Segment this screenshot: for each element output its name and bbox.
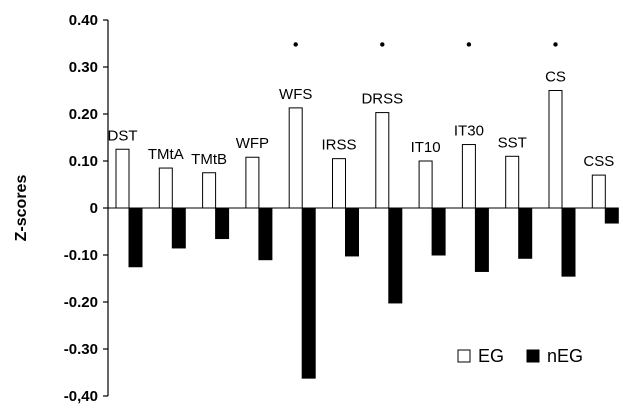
bar-eg-cs bbox=[548, 90, 563, 209]
y-tick-label: -0.10 bbox=[64, 247, 98, 264]
category-label: SST bbox=[498, 134, 527, 151]
y-tick-label: -0.20 bbox=[64, 294, 98, 311]
category-label: IRSS bbox=[321, 137, 356, 154]
category-label: IT10 bbox=[411, 139, 441, 156]
category-label: TMtA bbox=[148, 146, 184, 163]
y-tick-label: 0.20 bbox=[69, 106, 98, 123]
bar-eg-css bbox=[591, 174, 606, 209]
bar-neg-dst bbox=[128, 207, 143, 268]
category-label: IT30 bbox=[454, 123, 484, 140]
y-tick-label: 0 bbox=[90, 200, 98, 217]
legend-eg-swatch bbox=[457, 349, 471, 363]
bar-eg-sst bbox=[505, 155, 520, 209]
category-label: CS bbox=[545, 69, 566, 86]
bar-neg-wfp bbox=[258, 207, 273, 261]
y-tick-label: -0,40 bbox=[64, 388, 98, 405]
category-label: TMtB bbox=[191, 151, 227, 168]
bar-eg-tmtb bbox=[202, 172, 217, 209]
bar-neg-irss bbox=[345, 207, 359, 257]
bar-eg-wfp bbox=[245, 156, 260, 209]
legend-neg-label: nEG bbox=[547, 346, 583, 366]
significance-dot bbox=[466, 42, 472, 47]
bar-neg-drss bbox=[388, 207, 403, 304]
y-axis-title: Z-scores bbox=[13, 175, 30, 242]
bar-eg-it30 bbox=[461, 144, 476, 209]
legend: EG nEG bbox=[457, 346, 583, 366]
significance-markers bbox=[293, 42, 558, 47]
y-tick-label: 0.10 bbox=[69, 153, 98, 170]
y-tick-label: -0.30 bbox=[64, 341, 98, 358]
y-tick-label: 0.40 bbox=[69, 12, 98, 29]
bar-neg-sst bbox=[518, 207, 533, 259]
bar-eg-wfs bbox=[288, 107, 303, 209]
bar-eg-tmta bbox=[158, 167, 173, 209]
category-label: DST bbox=[108, 127, 138, 144]
significance-dot bbox=[293, 42, 298, 47]
legend-neg-swatch bbox=[526, 349, 540, 363]
bar-neg-it30 bbox=[474, 207, 489, 272]
significance-dot bbox=[380, 42, 385, 47]
category-label: CSS bbox=[583, 153, 614, 170]
category-label: WFP bbox=[236, 135, 269, 152]
y-tick-label: 0.30 bbox=[69, 59, 98, 76]
bar-eg-drss bbox=[375, 112, 390, 209]
bar-neg-tmtb bbox=[215, 207, 230, 240]
legend-eg-label: EG bbox=[478, 346, 504, 366]
bars bbox=[115, 90, 619, 379]
bar-eg-it10 bbox=[418, 160, 433, 209]
category-label: WFS bbox=[279, 86, 312, 103]
bar-neg-wfs bbox=[301, 207, 316, 379]
bar-eg-dst bbox=[115, 148, 130, 209]
category-labels: DST TMtA TMtB WFP WFS IRSS DRSS IT10 IT30 SST CS CS… bbox=[108, 69, 615, 171]
category-label: DRSS bbox=[361, 91, 403, 108]
bar-neg-it10 bbox=[431, 207, 446, 256]
bar-neg-cs bbox=[561, 207, 576, 277]
significance-dot bbox=[553, 42, 558, 47]
bar-eg-irss bbox=[332, 158, 346, 209]
bar-neg-css bbox=[604, 207, 619, 224]
bar-neg-tmta bbox=[171, 207, 186, 249]
